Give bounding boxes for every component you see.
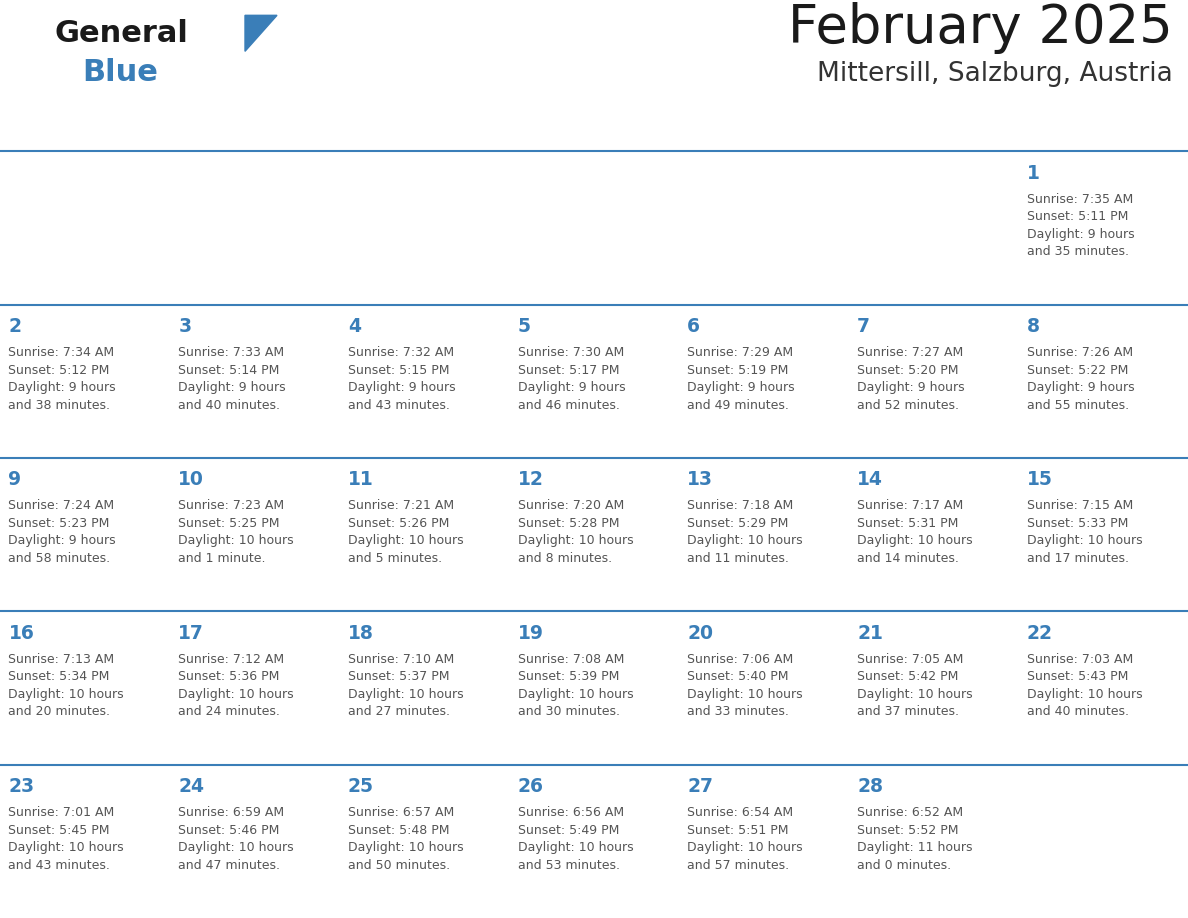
Text: 9: 9 [8, 470, 21, 489]
Text: Tuesday: Tuesday [353, 117, 438, 136]
Text: 8: 8 [1026, 317, 1040, 336]
Text: Sunrise: 7:12 AM
Sunset: 5:36 PM
Daylight: 10 hours
and 24 minutes.: Sunrise: 7:12 AM Sunset: 5:36 PM Dayligh… [178, 653, 293, 718]
Text: 10: 10 [178, 470, 204, 489]
Text: Sunrise: 7:17 AM
Sunset: 5:31 PM
Daylight: 10 hours
and 14 minutes.: Sunrise: 7:17 AM Sunset: 5:31 PM Dayligh… [857, 499, 973, 565]
Text: Sunrise: 6:54 AM
Sunset: 5:51 PM
Daylight: 10 hours
and 57 minutes.: Sunrise: 6:54 AM Sunset: 5:51 PM Dayligh… [688, 806, 803, 871]
Text: Sunrise: 6:59 AM
Sunset: 5:46 PM
Daylight: 10 hours
and 47 minutes.: Sunrise: 6:59 AM Sunset: 5:46 PM Dayligh… [178, 806, 293, 871]
Text: Sunrise: 6:52 AM
Sunset: 5:52 PM
Daylight: 11 hours
and 0 minutes.: Sunrise: 6:52 AM Sunset: 5:52 PM Dayligh… [857, 806, 973, 871]
Text: Wednesday: Wednesday [523, 117, 644, 136]
Text: Thursday: Thursday [693, 117, 790, 136]
Text: Friday: Friday [862, 117, 928, 136]
Text: 15: 15 [1026, 470, 1053, 489]
Text: 12: 12 [518, 470, 543, 489]
Text: Blue: Blue [82, 58, 158, 87]
Text: Sunrise: 7:29 AM
Sunset: 5:19 PM
Daylight: 9 hours
and 49 minutes.: Sunrise: 7:29 AM Sunset: 5:19 PM Dayligh… [688, 346, 795, 411]
Text: 20: 20 [688, 623, 713, 643]
Text: 1: 1 [1026, 163, 1040, 183]
Text: General: General [55, 19, 189, 48]
Text: 4: 4 [348, 317, 361, 336]
Text: Sunrise: 7:27 AM
Sunset: 5:20 PM
Daylight: 9 hours
and 52 minutes.: Sunrise: 7:27 AM Sunset: 5:20 PM Dayligh… [857, 346, 965, 411]
Text: Saturday: Saturday [1032, 117, 1127, 136]
Text: Sunrise: 6:56 AM
Sunset: 5:49 PM
Daylight: 10 hours
and 53 minutes.: Sunrise: 6:56 AM Sunset: 5:49 PM Dayligh… [518, 806, 633, 871]
Text: 17: 17 [178, 623, 204, 643]
Text: 28: 28 [857, 777, 883, 796]
Polygon shape [245, 16, 277, 51]
Text: 26: 26 [518, 777, 544, 796]
Text: Sunrise: 7:08 AM
Sunset: 5:39 PM
Daylight: 10 hours
and 30 minutes.: Sunrise: 7:08 AM Sunset: 5:39 PM Dayligh… [518, 653, 633, 718]
Text: 24: 24 [178, 777, 204, 796]
Text: 18: 18 [348, 623, 374, 643]
Text: Sunrise: 7:05 AM
Sunset: 5:42 PM
Daylight: 10 hours
and 37 minutes.: Sunrise: 7:05 AM Sunset: 5:42 PM Dayligh… [857, 653, 973, 718]
Text: Sunrise: 7:06 AM
Sunset: 5:40 PM
Daylight: 10 hours
and 33 minutes.: Sunrise: 7:06 AM Sunset: 5:40 PM Dayligh… [688, 653, 803, 718]
Text: Sunrise: 7:24 AM
Sunset: 5:23 PM
Daylight: 9 hours
and 58 minutes.: Sunrise: 7:24 AM Sunset: 5:23 PM Dayligh… [8, 499, 116, 565]
Text: 11: 11 [348, 470, 374, 489]
Text: 27: 27 [688, 777, 713, 796]
Text: 23: 23 [8, 777, 34, 796]
Text: February 2025: February 2025 [789, 2, 1173, 54]
Text: Sunrise: 7:10 AM
Sunset: 5:37 PM
Daylight: 10 hours
and 27 minutes.: Sunrise: 7:10 AM Sunset: 5:37 PM Dayligh… [348, 653, 463, 718]
Text: 2: 2 [8, 317, 21, 336]
Text: 3: 3 [178, 317, 191, 336]
Text: Mittersill, Salzburg, Austria: Mittersill, Salzburg, Austria [817, 61, 1173, 86]
Text: Sunrise: 7:15 AM
Sunset: 5:33 PM
Daylight: 10 hours
and 17 minutes.: Sunrise: 7:15 AM Sunset: 5:33 PM Dayligh… [1026, 499, 1143, 565]
Text: 7: 7 [857, 317, 870, 336]
Text: Sunrise: 7:32 AM
Sunset: 5:15 PM
Daylight: 9 hours
and 43 minutes.: Sunrise: 7:32 AM Sunset: 5:15 PM Dayligh… [348, 346, 455, 411]
Text: 5: 5 [518, 317, 531, 336]
Text: Sunrise: 7:33 AM
Sunset: 5:14 PM
Daylight: 9 hours
and 40 minutes.: Sunrise: 7:33 AM Sunset: 5:14 PM Dayligh… [178, 346, 286, 411]
Text: 25: 25 [348, 777, 374, 796]
Text: Sunday: Sunday [13, 117, 91, 136]
Text: Sunrise: 7:18 AM
Sunset: 5:29 PM
Daylight: 10 hours
and 11 minutes.: Sunrise: 7:18 AM Sunset: 5:29 PM Dayligh… [688, 499, 803, 565]
Text: 16: 16 [8, 623, 34, 643]
Text: Sunrise: 7:23 AM
Sunset: 5:25 PM
Daylight: 10 hours
and 1 minute.: Sunrise: 7:23 AM Sunset: 5:25 PM Dayligh… [178, 499, 293, 565]
Text: Sunrise: 7:30 AM
Sunset: 5:17 PM
Daylight: 9 hours
and 46 minutes.: Sunrise: 7:30 AM Sunset: 5:17 PM Dayligh… [518, 346, 625, 411]
Text: Monday: Monday [183, 117, 266, 136]
Text: Sunrise: 7:13 AM
Sunset: 5:34 PM
Daylight: 10 hours
and 20 minutes.: Sunrise: 7:13 AM Sunset: 5:34 PM Dayligh… [8, 653, 124, 718]
Text: Sunrise: 7:01 AM
Sunset: 5:45 PM
Daylight: 10 hours
and 43 minutes.: Sunrise: 7:01 AM Sunset: 5:45 PM Dayligh… [8, 806, 124, 871]
Text: 22: 22 [1026, 623, 1053, 643]
Text: Sunrise: 7:20 AM
Sunset: 5:28 PM
Daylight: 10 hours
and 8 minutes.: Sunrise: 7:20 AM Sunset: 5:28 PM Dayligh… [518, 499, 633, 565]
Text: Sunrise: 7:34 AM
Sunset: 5:12 PM
Daylight: 9 hours
and 38 minutes.: Sunrise: 7:34 AM Sunset: 5:12 PM Dayligh… [8, 346, 116, 411]
Text: 21: 21 [857, 623, 883, 643]
Text: Sunrise: 7:03 AM
Sunset: 5:43 PM
Daylight: 10 hours
and 40 minutes.: Sunrise: 7:03 AM Sunset: 5:43 PM Dayligh… [1026, 653, 1143, 718]
Text: Sunrise: 7:21 AM
Sunset: 5:26 PM
Daylight: 10 hours
and 5 minutes.: Sunrise: 7:21 AM Sunset: 5:26 PM Dayligh… [348, 499, 463, 565]
Text: Sunrise: 6:57 AM
Sunset: 5:48 PM
Daylight: 10 hours
and 50 minutes.: Sunrise: 6:57 AM Sunset: 5:48 PM Dayligh… [348, 806, 463, 871]
Text: 14: 14 [857, 470, 883, 489]
Text: Sunrise: 7:26 AM
Sunset: 5:22 PM
Daylight: 9 hours
and 55 minutes.: Sunrise: 7:26 AM Sunset: 5:22 PM Dayligh… [1026, 346, 1135, 411]
Text: Sunrise: 7:35 AM
Sunset: 5:11 PM
Daylight: 9 hours
and 35 minutes.: Sunrise: 7:35 AM Sunset: 5:11 PM Dayligh… [1026, 193, 1135, 258]
Text: 19: 19 [518, 623, 544, 643]
Text: 6: 6 [688, 317, 701, 336]
Text: 13: 13 [688, 470, 713, 489]
